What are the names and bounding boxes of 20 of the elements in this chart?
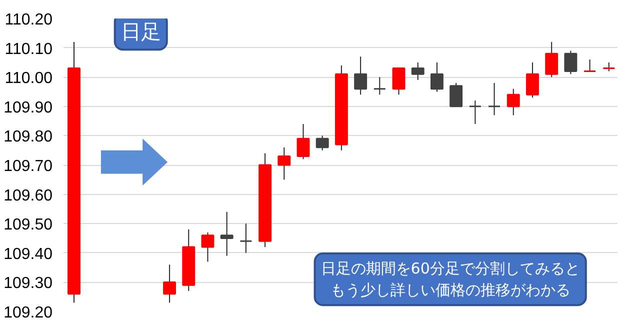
y-tick-label: 110.00 <box>4 70 53 88</box>
candlestick <box>220 211 234 256</box>
annotation: 日足の期間を60分足で分割してみるともう少し詳しい価格の推移がわかる <box>320 259 580 300</box>
candlestick <box>488 82 501 116</box>
y-tick-label: 109.20 <box>4 304 53 322</box>
candlestick <box>68 41 80 304</box>
candlestick <box>163 264 176 304</box>
y-tick-label: 109.70 <box>4 158 53 175</box>
y-tick-label: 110.10 <box>4 40 53 58</box>
y-tick-label: 109.90 <box>4 99 53 116</box>
y-tick-label: 109.50 <box>4 216 53 234</box>
y-tick-label: 109.60 <box>4 187 53 204</box>
y-tick-label: 109.40 <box>4 246 53 263</box>
annotation: 日足 <box>120 20 161 44</box>
y-tick-label: 109.80 <box>4 128 53 146</box>
candlestick <box>278 146 291 180</box>
candlestick <box>334 64 348 151</box>
candlestick <box>239 223 252 254</box>
y-tick-label: 110.20 <box>4 12 53 28</box>
y-tick-label: 109.30 <box>4 275 53 292</box>
